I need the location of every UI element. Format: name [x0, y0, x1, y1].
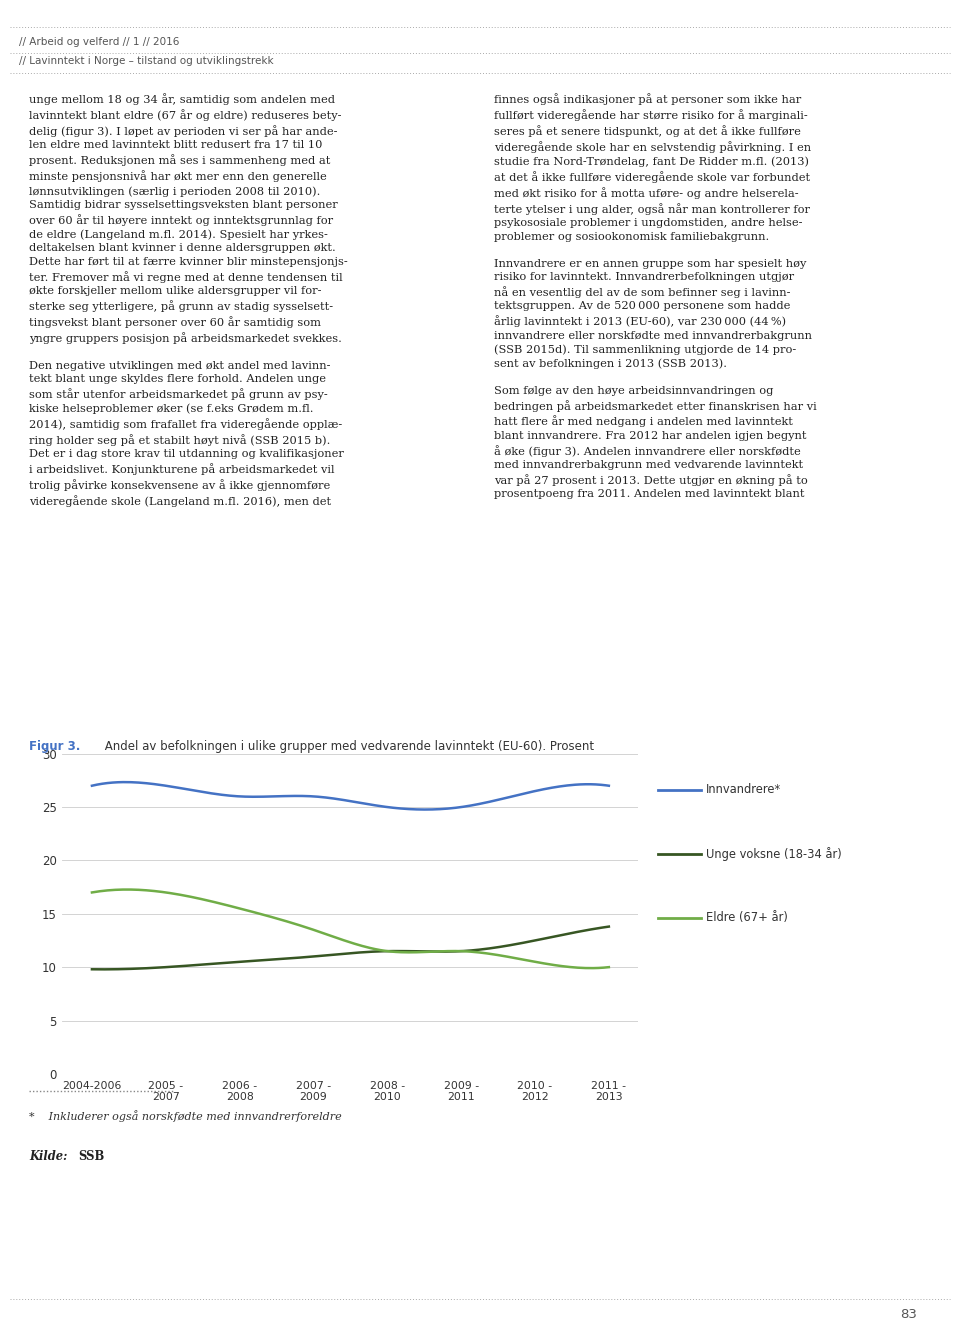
Text: 83: 83 — [900, 1307, 917, 1321]
Text: Figur 3.: Figur 3. — [29, 740, 81, 754]
Text: // Lavinntekt i Norge – tilstand og utviklingstrekk: // Lavinntekt i Norge – tilstand og utvi… — [19, 56, 274, 65]
Text: Andel av befolkningen i ulike grupper med vedvarende lavinntekt (EU-60). Prosent: Andel av befolkningen i ulike grupper me… — [101, 740, 594, 754]
Text: Unge voksne (18-34 år): Unge voksne (18-34 år) — [706, 847, 841, 860]
Text: SSB: SSB — [79, 1150, 105, 1163]
Text: *    Inkluderer også norskfødte med innvandrerforeldre: * Inkluderer også norskfødte med innvand… — [29, 1110, 342, 1122]
Text: Kilde:: Kilde: — [29, 1150, 67, 1163]
Text: Eldre (67+ år): Eldre (67+ år) — [706, 911, 787, 924]
Text: finnes også indikasjoner på at personer som ikke har
fullført videregående har s: finnes også indikasjoner på at personer … — [494, 93, 817, 499]
Text: unge mellom 18 og 34 år, samtidig som andelen med
lavinntekt blant eldre (67 år : unge mellom 18 og 34 år, samtidig som an… — [29, 93, 348, 507]
Text: Innvandrere*: Innvandrere* — [706, 783, 780, 796]
Text: // Arbeid og velferd // 1 // 2016: // Arbeid og velferd // 1 // 2016 — [19, 37, 180, 47]
